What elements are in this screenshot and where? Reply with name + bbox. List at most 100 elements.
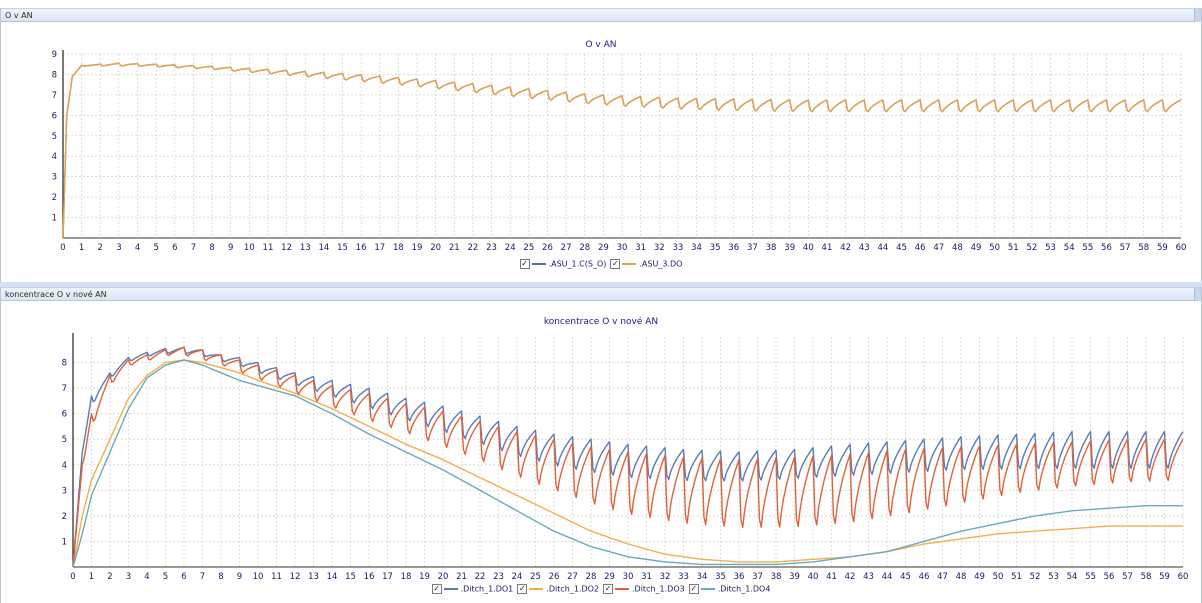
x-tick-label: 14 — [327, 572, 338, 582]
x-tick-label: 41 — [826, 572, 837, 582]
panel-resize-grip[interactable] — [1194, 288, 1201, 301]
x-tick-label: 18 — [393, 243, 404, 253]
x-tick-label: 28 — [579, 243, 590, 253]
bottom-chart-plot: 0 1 2 3 4 5 6 7 8 9 10 11 12 13 14 15 16 17 18 19 20 21 22 23 24… — [62, 333, 1189, 582]
x-tick-label: 18 — [401, 572, 412, 582]
x-tick-label: 22 — [468, 243, 479, 253]
bottom-chart-legend: ✓ .Ditch_1.DO1 ✓ .Ditch_1.DO2 ✓ .Ditch_1.DO3 ✓… — [1, 584, 1201, 594]
x-tick-label: 20 — [438, 572, 449, 582]
bottom-panel-header-text: koncentrace O v nové AN — [5, 290, 107, 299]
x-tick-label: 46 — [915, 243, 926, 253]
grid — [62, 53, 1182, 238]
y-tick-label: 3 — [52, 173, 57, 183]
panel-splitter[interactable] — [0, 282, 1202, 287]
x-tick-label: 19 — [412, 243, 423, 253]
legend-item[interactable]: ✓ .Ditch_1.DO2 — [517, 584, 599, 594]
legend-checkbox[interactable]: ✓ — [603, 584, 613, 594]
legend-checkbox[interactable]: ✓ — [517, 584, 528, 594]
x-tick-label: 11 — [263, 243, 274, 253]
x-tick-label: 55 — [1085, 572, 1096, 582]
x-tick-label: 2 — [107, 572, 112, 582]
y-tick-label: 3 — [62, 486, 67, 496]
x-tick-label: 58 — [1138, 243, 1149, 253]
x-tick-label: 30 — [617, 243, 628, 253]
x-tick-label: 3 — [126, 572, 131, 582]
y-tick-label: 4 — [62, 461, 67, 471]
x-tick-label: 15 — [337, 243, 348, 253]
x-tick-label: 24 — [505, 243, 516, 253]
series-line-0 — [72, 346, 1184, 568]
x-tick-label: 9 — [228, 243, 233, 253]
x-tick-label: 17 — [374, 243, 385, 253]
x-tick-label: 12 — [290, 572, 301, 582]
legend-item[interactable]: ✓ .Ditch_1.DO3 — [603, 584, 685, 594]
x-tick-label: 36 — [728, 243, 739, 253]
x-tick-label: 23 — [493, 572, 504, 582]
y-tick-label: 5 — [52, 132, 57, 142]
legend-checkbox[interactable]: ✓ — [688, 584, 699, 594]
x-tick-label: 32 — [660, 572, 671, 582]
x-tick-label: 16 — [364, 572, 375, 582]
x-tick-label: 25 — [530, 572, 541, 582]
x-tick-label: 59 — [1157, 243, 1168, 253]
x-tick-label: 10 — [244, 243, 255, 253]
x-tick-label: 35 — [715, 572, 726, 582]
x-tick-label: 23 — [486, 243, 497, 253]
x-tick-label: 9 — [237, 572, 242, 582]
x-tick-label: 21 — [456, 572, 467, 582]
x-tick-label: 3 — [116, 243, 121, 253]
x-tick-label: 56 — [1104, 572, 1115, 582]
legend-checkbox[interactable]: ✓ — [610, 259, 621, 269]
x-tick-label: 1 — [79, 243, 84, 253]
x-tick-label: 40 — [808, 572, 819, 582]
series-line-1 — [72, 359, 1183, 568]
x-tick-label: 41 — [822, 243, 833, 253]
legend-item[interactable]: ✓ .ASU_3.DO — [610, 259, 682, 269]
x-tick-label: 4 — [135, 243, 140, 253]
legend-item[interactable]: ✓ .Ditch_1.DO4 — [688, 584, 770, 594]
x-tick-label: 51 — [1011, 572, 1022, 582]
x-tick-label: 4 — [144, 572, 149, 582]
x-tick-label: 44 — [882, 572, 893, 582]
y-tick-label: 8 — [62, 359, 67, 369]
x-tick-label: 60 — [1176, 243, 1187, 253]
x-tick-label: 38 — [771, 572, 782, 582]
x-tick-label: 33 — [678, 572, 689, 582]
legend-checkbox[interactable]: ✓ — [519, 259, 530, 269]
x-tick-label: 29 — [598, 243, 609, 253]
y-tick-label: 7 — [52, 91, 57, 101]
x-tick-label: 60 — [1178, 572, 1189, 582]
y-tick-label: 9 — [52, 50, 57, 60]
x-tick-label: 37 — [752, 572, 763, 582]
x-tick-label: 1 — [89, 572, 94, 582]
x-tick-label: 57 — [1122, 572, 1133, 582]
x-tick-label: 5 — [153, 243, 158, 253]
x-tick-label: 54 — [1067, 572, 1078, 582]
x-tick-label: 31 — [635, 243, 646, 253]
x-tick-label: 27 — [567, 572, 578, 582]
legend-item[interactable]: ✓ .Ditch_1.DO1 — [431, 584, 513, 594]
x-tick-label: 40 — [803, 243, 814, 253]
x-tick-label: 33 — [672, 243, 683, 253]
x-tick-label: 6 — [181, 572, 186, 582]
panel-resize-grip[interactable] — [1194, 9, 1201, 22]
x-tick-label: 17 — [382, 572, 393, 582]
x-tick-label: 19 — [419, 572, 430, 582]
legend-label: .ASU_1.C(S_O) — [548, 259, 607, 269]
x-tick-label: 15 — [345, 572, 356, 582]
legend-item[interactable]: ✓ .ASU_1.C(S_O) — [519, 259, 607, 269]
y-tick-label: 7 — [62, 384, 67, 394]
x-tick-label: 7 — [191, 243, 196, 253]
x-tick-label: 59 — [1159, 572, 1170, 582]
x-tick-label: 8 — [218, 572, 223, 582]
y-tick-label: 5 — [62, 435, 67, 445]
legend-swatch — [700, 588, 715, 590]
bottom-chart-panel: koncentrace O v nové AN koncentrace O v … — [0, 287, 1202, 603]
top-panel-header: O v AN — [1, 8, 1201, 22]
legend-checkbox[interactable]: ✓ — [431, 584, 442, 594]
x-tick-label: 39 — [784, 243, 795, 253]
y-tick-label: 6 — [52, 111, 57, 121]
x-tick-label: 12 — [281, 243, 292, 253]
bottom-chart-title: koncentrace O v nové AN — [543, 317, 659, 327]
x-tick-label: 48 — [956, 572, 967, 582]
